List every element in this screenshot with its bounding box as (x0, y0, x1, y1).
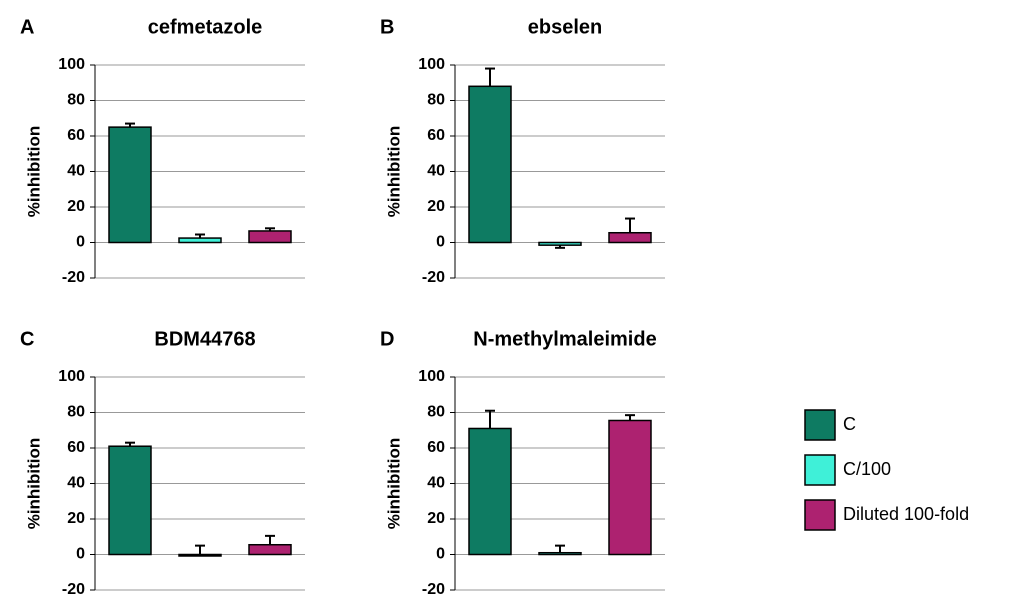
y-tick-label: 40 (427, 163, 445, 180)
chart-title: N-methylmaleimide (473, 328, 656, 350)
y-tick-label: 40 (67, 475, 85, 492)
bar (108, 445, 152, 556)
y-tick-label: 60 (67, 439, 85, 456)
y-tick-label: 20 (67, 510, 85, 527)
bar (538, 241, 582, 246)
y-tick-label: 100 (418, 56, 445, 73)
y-tick-label: 0 (76, 234, 85, 251)
legend-label: C (843, 414, 856, 434)
panel-label: A (20, 16, 34, 38)
y-tick-label: 100 (58, 368, 85, 385)
chart-title: ebselen (528, 16, 602, 38)
legend-swatch (804, 454, 836, 486)
bar (608, 231, 652, 244)
y-axis-label: %inhibition (384, 126, 403, 218)
y-tick-label: -20 (422, 581, 445, 595)
panel-label: B (380, 16, 394, 38)
y-axis-label: %inhibition (24, 126, 43, 218)
y-tick-label: 80 (67, 404, 85, 421)
y-tick-label: 80 (67, 92, 85, 109)
panel: C BDM44768 %inhibition -20 0 20 40 60 80 100 (20, 328, 305, 595)
bar (468, 85, 512, 244)
y-tick-label: 40 (67, 163, 85, 180)
bar (248, 230, 292, 244)
y-tick-label: 80 (427, 404, 445, 421)
y-tick-label: -20 (62, 581, 85, 595)
chart-title: cefmetazole (148, 16, 263, 38)
chart-title: BDM44768 (154, 328, 255, 350)
legend-label: Diluted 100-fold (843, 504, 969, 524)
y-axis-label: %inhibition (24, 438, 43, 530)
legend-swatch (804, 409, 836, 441)
y-tick-label: 60 (67, 127, 85, 144)
bar (248, 543, 292, 556)
y-tick-label: 60 (427, 439, 445, 456)
legend-label: C/100 (843, 459, 891, 479)
y-tick-label: -20 (422, 269, 445, 286)
y-tick-label: 100 (58, 56, 85, 73)
panel-label: C (20, 328, 34, 350)
bar (468, 427, 512, 556)
y-tick-label: 0 (76, 546, 85, 563)
y-tick-label: 40 (427, 475, 445, 492)
legend-swatch (804, 499, 836, 531)
panel: D N-methylmaleimide %inhibition -20 0 20 40 60 8… (380, 328, 665, 595)
bar (178, 553, 222, 557)
y-tick-label: -20 (62, 269, 85, 286)
bar (608, 419, 652, 556)
bar (178, 237, 222, 244)
y-tick-label: 20 (427, 198, 445, 215)
y-tick-label: 20 (427, 510, 445, 527)
y-tick-label: 80 (427, 92, 445, 109)
y-tick-label: 20 (67, 198, 85, 215)
bar (538, 551, 582, 556)
y-tick-label: 60 (427, 127, 445, 144)
y-axis-label: %inhibition (384, 438, 403, 530)
y-tick-label: 0 (436, 234, 445, 251)
panel-label: D (380, 328, 394, 350)
y-tick-label: 0 (436, 546, 445, 563)
bar (108, 126, 152, 244)
y-tick-label: 100 (418, 368, 445, 385)
